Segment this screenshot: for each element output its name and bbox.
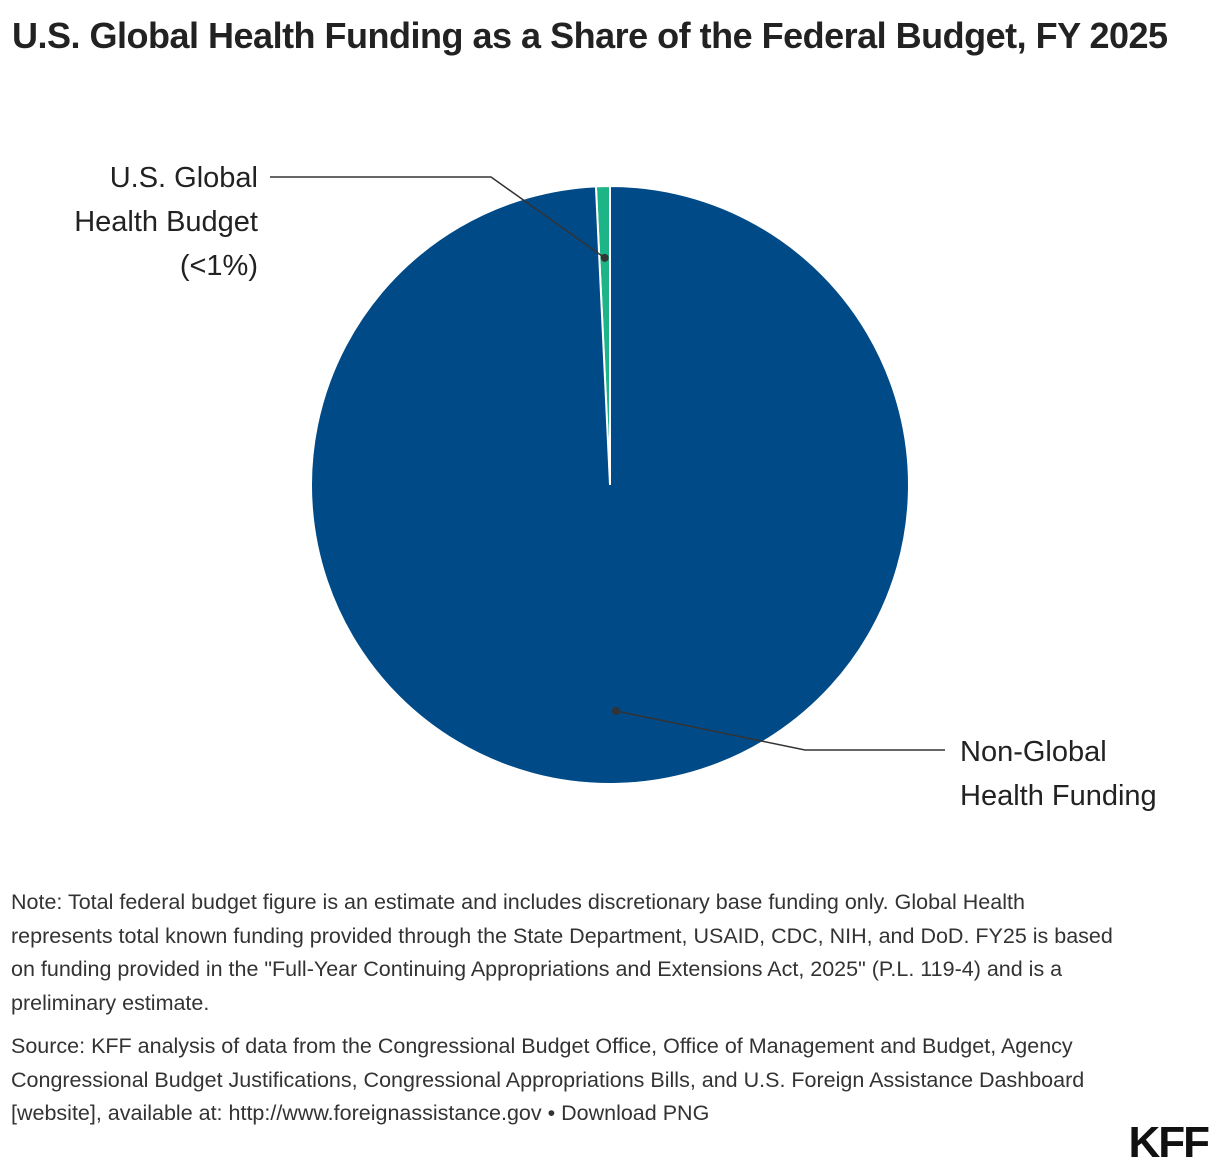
label-non-global-health: Non-Global Health Funding: [960, 730, 1157, 818]
label-line: Health Budget: [74, 206, 258, 238]
source: Source: KFF analysis of data from the Co…: [11, 1034, 1085, 1125]
label-line: Non-Global: [960, 736, 1107, 768]
label-line: (<1%): [179, 250, 258, 282]
chart-title: U.S. Global Health Funding as a Share of…: [12, 15, 1168, 56]
notes: Note: Total federal budget figure is an …: [11, 886, 1131, 1141]
separator: •: [541, 1101, 562, 1125]
download-png-link[interactable]: Download PNG: [561, 1101, 710, 1125]
leader-line-global-health: [270, 176, 606, 259]
source-text: Source: KFF analysis of data from the Co…: [11, 1030, 1131, 1131]
pie-chart: [270, 176, 945, 785]
leader-line-non-global-health: [615, 710, 945, 751]
pie-slice-1: [310, 184, 910, 785]
label-global-health: U.S. Global Health Budget (<1%): [74, 156, 258, 288]
leader-line-non-global-health-dot: [612, 707, 620, 715]
note-text: Note: Total federal budget figure is an …: [11, 890, 1113, 1015]
label-line: U.S. Global: [109, 162, 258, 194]
label-line: Health Funding: [960, 780, 1157, 812]
kff-logo: KFF: [1128, 1118, 1210, 1167]
leader-line-global-health-dot: [600, 253, 609, 262]
